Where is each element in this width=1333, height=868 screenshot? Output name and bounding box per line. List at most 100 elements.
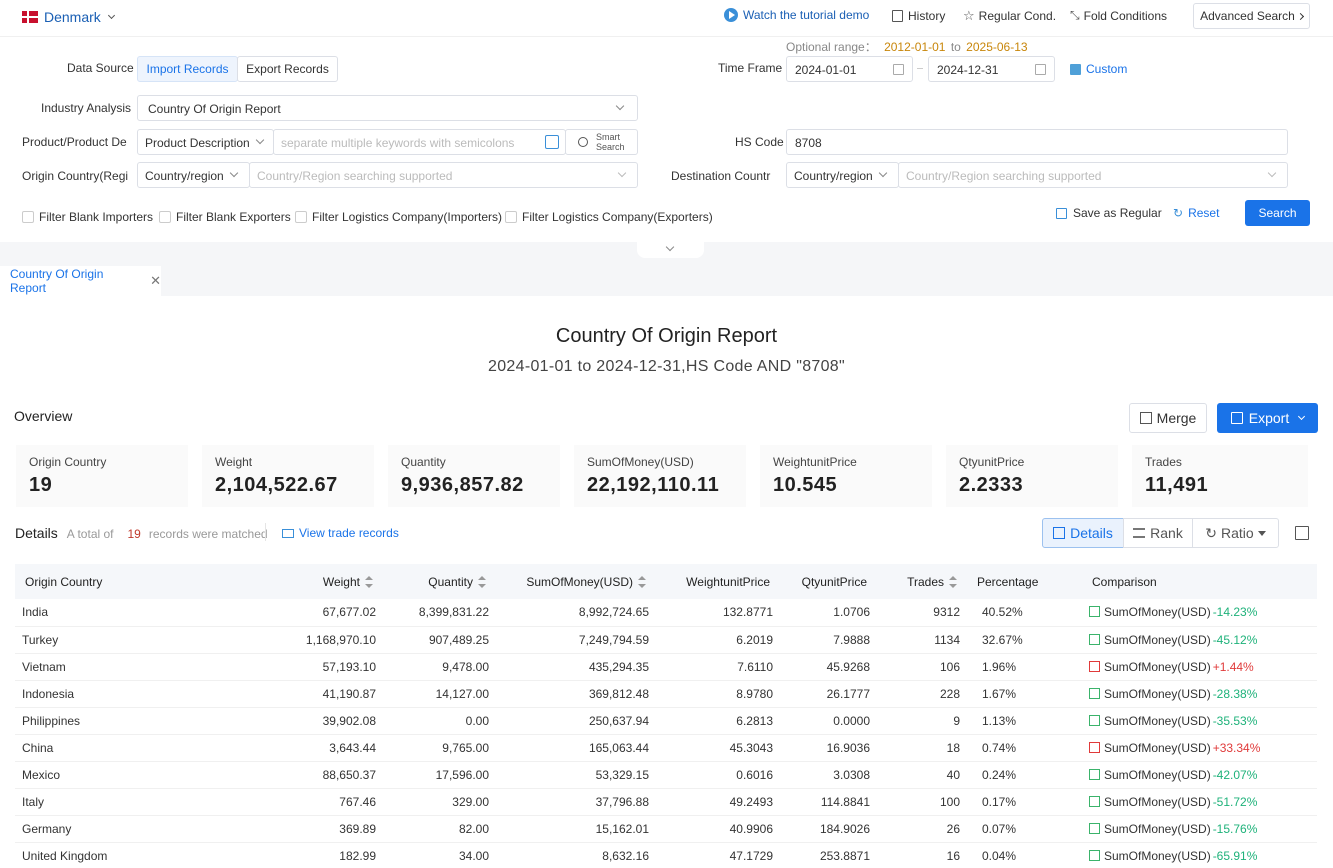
export-icon bbox=[1230, 412, 1243, 424]
industry-analysis-select[interactable]: Country Of Origin Report bbox=[137, 95, 638, 121]
stat-value: 11,491 bbox=[1145, 474, 1209, 496]
table-row[interactable]: Italy 767.46 329.00 37,796.88 49.2493 114.884… bbox=[15, 788, 1317, 815]
origin-country-input[interactable]: Country/Region searching supported bbox=[249, 162, 638, 188]
stat-value: 9,936,857.82 bbox=[401, 474, 524, 496]
expand-icon[interactable] bbox=[545, 135, 559, 149]
chevron-down-icon bbox=[615, 101, 625, 111]
table-row[interactable]: Germany 369.89 82.00 15,162.01 40.9906 184.90… bbox=[15, 815, 1317, 842]
table-row[interactable]: Philippines 39,902.08 0.00 250,637.94 6.2813… bbox=[15, 707, 1317, 734]
checkbox[interactable] bbox=[505, 211, 517, 223]
history-link[interactable]: History bbox=[892, 9, 945, 23]
regular-cond-link[interactable]: ☆ Regular Cond. bbox=[963, 8, 1056, 24]
destination-country-type-select[interactable]: Country/region bbox=[786, 162, 899, 188]
cell-percentage: 32.67% bbox=[982, 632, 1023, 647]
fullscreen-icon[interactable] bbox=[1295, 526, 1309, 540]
table-row[interactable]: Mexico 88,650.37 17,596.00 53,329.15 0.6016 3… bbox=[15, 761, 1317, 788]
sort-icon[interactable] bbox=[478, 575, 486, 588]
date-to-input[interactable]: 2024-12-31 bbox=[928, 56, 1055, 82]
col-weight[interactable]: Weight bbox=[225, 564, 383, 599]
cell-qty-unit-price: 7.9888 bbox=[833, 632, 870, 647]
table-row[interactable]: United Kingdom 182.99 34.00 8,632.16 47.1729… bbox=[15, 842, 1317, 868]
product-label: Product/Product De bbox=[22, 135, 127, 149]
import-records-tab[interactable]: Import Records bbox=[137, 56, 238, 82]
comparison-label: SumOfMoney(USD) bbox=[1104, 848, 1211, 863]
filter-label: Filter Blank Exporters bbox=[176, 210, 291, 224]
reset-button[interactable]: ↻ Reset bbox=[1173, 206, 1219, 220]
cell-weight: 57,193.10 bbox=[322, 659, 376, 674]
table-row[interactable]: China 3,643.44 9,765.00 165,063.44 45.3043 16… bbox=[15, 734, 1317, 761]
collapse-handle[interactable] bbox=[637, 242, 704, 258]
comparison-label: SumOfMoney(USD) bbox=[1104, 632, 1211, 647]
report-tab[interactable]: Country Of Origin Report ✕ bbox=[0, 266, 161, 296]
comparison-label: SumOfMoney(USD) bbox=[1104, 713, 1211, 728]
stat-qty-unit-price: QtyunitPrice 2.2333 bbox=[946, 445, 1118, 507]
sort-icon[interactable] bbox=[949, 575, 957, 588]
fold-conditions-link[interactable]: ⤡ Fold Conditions bbox=[1070, 8, 1167, 23]
cell-weight-unit-price: 6.2813 bbox=[736, 713, 773, 728]
country-selector[interactable]: Denmark bbox=[22, 8, 115, 26]
stat-quantity: Quantity 9,936,857.82 bbox=[388, 445, 560, 507]
filter-blank-importers[interactable]: Filter Blank Importers bbox=[22, 210, 153, 224]
industry-analysis-value: Country Of Origin Report bbox=[148, 102, 281, 116]
date-from-input[interactable]: 2024-01-01 bbox=[786, 56, 913, 82]
export-records-tab[interactable]: Export Records bbox=[237, 56, 338, 82]
col-trades[interactable]: Trades bbox=[877, 564, 967, 599]
cell-country: Turkey bbox=[22, 632, 59, 647]
ratio-view-button[interactable]: ↻ Ratio bbox=[1192, 518, 1279, 548]
checkbox[interactable] bbox=[295, 211, 307, 223]
sort-icon[interactable] bbox=[365, 575, 373, 588]
origin-country-type-select[interactable]: Country/region bbox=[137, 162, 250, 188]
cell-percentage: 0.24% bbox=[982, 767, 1017, 782]
cell-country: Germany bbox=[22, 821, 72, 836]
save-regular-label: Save as Regular bbox=[1073, 206, 1162, 220]
destination-country-input[interactable]: Country/Region searching supported bbox=[898, 162, 1288, 188]
filter-logistics-exporters[interactable]: Filter Logistics Company(Exporters) bbox=[505, 210, 713, 224]
details-view-label: Details bbox=[1070, 525, 1113, 541]
cell-qty-unit-price: 184.9026 bbox=[819, 821, 870, 836]
col-quantity[interactable]: Quantity bbox=[383, 564, 496, 599]
denmark-flag-icon bbox=[22, 11, 38, 23]
cell-weight: 3,643.44 bbox=[329, 740, 376, 755]
smart-search-button[interactable]: Smart Search bbox=[565, 129, 638, 155]
filter-logistics-importers[interactable]: Filter Logistics Company(Importers) bbox=[295, 210, 502, 224]
comparison-label: SumOfMoney(USD) bbox=[1104, 686, 1211, 701]
search-button[interactable]: Search bbox=[1245, 200, 1310, 226]
regular-cond-label: Regular Cond. bbox=[978, 9, 1057, 23]
cell-comparison: SumOfMoney(USD) -35.53% bbox=[1082, 707, 1317, 734]
tutorial-link[interactable]: Watch the tutorial demo bbox=[724, 8, 869, 22]
caret-down-icon bbox=[1257, 530, 1266, 536]
custom-link[interactable]: Custom bbox=[1070, 62, 1127, 76]
comparison-value: +1.44% bbox=[1212, 659, 1254, 674]
details-view-button[interactable]: Details bbox=[1042, 518, 1124, 548]
product-keyword-input[interactable]: separate multiple keywords with semicolo… bbox=[273, 129, 566, 155]
table-row[interactable]: Vietnam 57,193.10 9,478.00 435,294.35 7.6110… bbox=[15, 653, 1317, 680]
col-sum-of-money[interactable]: SumOfMoney(USD) bbox=[496, 564, 656, 599]
table-row[interactable]: Indonesia 41,190.87 14,127.00 369,812.48 8.9… bbox=[15, 680, 1317, 707]
cell-country: Mexico bbox=[22, 767, 61, 782]
cell-weight-unit-price: 45.3043 bbox=[729, 740, 773, 755]
table-row[interactable]: Turkey 1,168,970.10 907,489.25 7,249,794.59… bbox=[15, 626, 1317, 653]
view-trade-records-link[interactable]: View trade records bbox=[282, 526, 399, 540]
close-icon[interactable]: ✕ bbox=[150, 273, 161, 288]
cell-sum: 165,063.44 bbox=[588, 740, 649, 755]
hs-code-input[interactable]: 8708 bbox=[786, 129, 1288, 155]
advanced-search-button[interactable]: Advanced Search bbox=[1193, 3, 1310, 29]
cell-percentage: 40.52% bbox=[982, 605, 1023, 620]
product-field-select[interactable]: Product Description bbox=[137, 129, 274, 155]
merge-button[interactable]: Merge bbox=[1129, 403, 1207, 433]
total-suffix: records were matched bbox=[148, 527, 268, 541]
sort-icon[interactable] bbox=[638, 575, 646, 588]
checkbox[interactable] bbox=[22, 211, 34, 223]
rank-view-button[interactable]: Rank bbox=[1123, 518, 1193, 548]
details-title: Details bbox=[15, 525, 58, 541]
export-button[interactable]: Export bbox=[1217, 403, 1318, 433]
checkbox[interactable] bbox=[159, 211, 171, 223]
save-regular-button[interactable]: Save as Regular bbox=[1056, 206, 1162, 220]
cell-percentage: 0.04% bbox=[982, 848, 1017, 863]
table-row[interactable]: India 67,677.02 8,399,831.22 8,992,724.65 13… bbox=[15, 599, 1317, 626]
col-qty-unit-price: QtyunitPrice bbox=[801, 574, 867, 589]
data-source-label: Data Source bbox=[67, 61, 134, 75]
cell-weight: 1,168,970.10 bbox=[305, 632, 376, 647]
filter-blank-exporters[interactable]: Filter Blank Exporters bbox=[159, 210, 291, 224]
hs-code-value: 8708 bbox=[795, 136, 822, 150]
